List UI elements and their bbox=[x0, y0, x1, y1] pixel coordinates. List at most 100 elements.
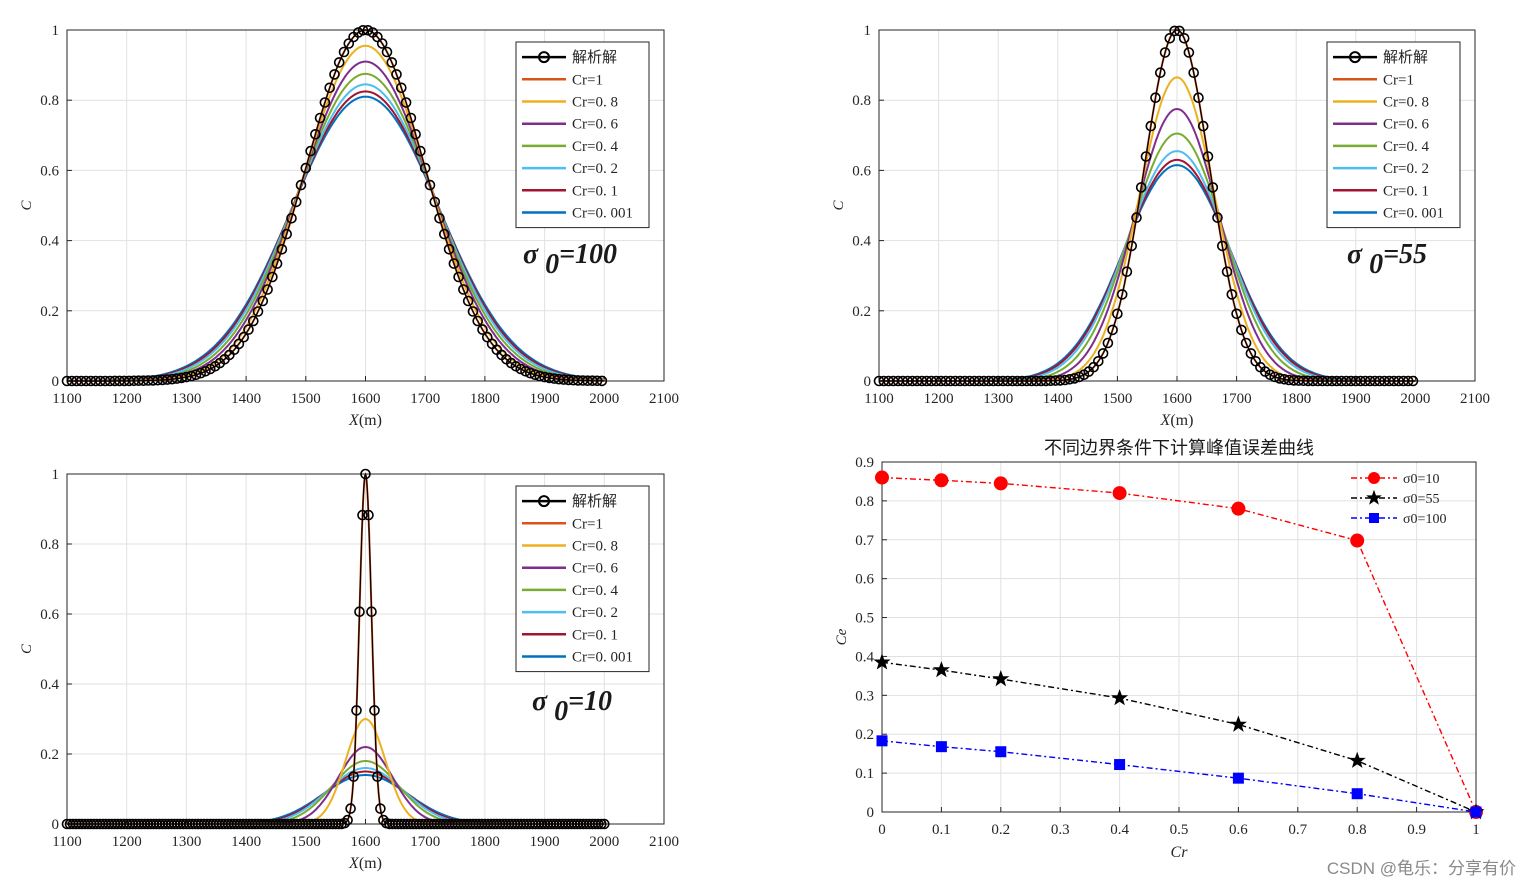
analytic-line bbox=[879, 29, 1416, 382]
x-tick-label: 2100 bbox=[1460, 391, 1490, 407]
sigma-annotation: σ 0=100 bbox=[523, 239, 617, 280]
x-tick-label: 1800 bbox=[1281, 391, 1311, 407]
legend-item: σ0=55 bbox=[1351, 489, 1439, 507]
analytic-point bbox=[1116, 289, 1128, 300]
legend-label: Cr=0. 2 bbox=[572, 161, 618, 177]
analytic-point bbox=[1140, 151, 1152, 162]
analytic-point bbox=[1188, 67, 1199, 78]
analytic-point bbox=[281, 228, 293, 240]
analytic-point bbox=[248, 315, 259, 327]
marker-circle bbox=[993, 476, 1008, 491]
analytic-point bbox=[419, 162, 431, 174]
y-tick-label: 0 bbox=[52, 817, 60, 833]
x-tick-label: 1600 bbox=[351, 391, 381, 407]
y-tick-label: 0 bbox=[864, 374, 872, 390]
analytic-point bbox=[529, 369, 541, 381]
y-tick-label: 0.8 bbox=[40, 537, 59, 553]
series-analytic bbox=[61, 24, 608, 387]
analytic-point bbox=[1135, 182, 1147, 193]
analytic-point bbox=[1245, 348, 1257, 359]
sigma-annotation: σ 0=55 bbox=[1347, 239, 1427, 280]
analytic-point bbox=[310, 129, 321, 140]
x-tick-label: 1100 bbox=[864, 391, 893, 407]
analytic-point bbox=[448, 258, 460, 269]
x-axis-label: X(m) bbox=[348, 855, 382, 872]
y-axis-label: C bbox=[19, 643, 35, 654]
x-tick-label: 1700 bbox=[410, 391, 440, 407]
analytic-point bbox=[395, 82, 407, 94]
marker-circle bbox=[1112, 486, 1127, 501]
legend-label: Cr=0. 2 bbox=[572, 605, 618, 621]
analytic-point bbox=[1169, 25, 1180, 37]
x-axis-label-unit: (m) bbox=[359, 412, 382, 429]
y-tick-label: 0.8 bbox=[40, 93, 59, 109]
legend-label: 解析解 bbox=[1383, 49, 1428, 66]
sigma-value: =55 bbox=[1383, 239, 1427, 270]
x-tick-label: 1200 bbox=[924, 391, 954, 407]
x-tick-label: 0 bbox=[878, 822, 886, 838]
analytic-point bbox=[462, 295, 474, 307]
x-axis-label-var: X bbox=[348, 412, 360, 429]
analytic-point bbox=[598, 818, 610, 830]
legend-label: Cr=0. 001 bbox=[572, 206, 633, 222]
analytic-point bbox=[363, 509, 374, 521]
analytic-point bbox=[376, 38, 388, 49]
legend-item: Cr=0. 8 bbox=[522, 95, 618, 111]
x-tick-label: 0.6 bbox=[1229, 822, 1248, 838]
legend-label: Cr=0. 2 bbox=[1383, 161, 1429, 177]
x-tick-label: 2000 bbox=[1400, 391, 1430, 407]
y-tick-label: 0.8 bbox=[855, 494, 874, 510]
y-tick-label: 0.4 bbox=[40, 234, 59, 250]
marker-circle bbox=[538, 495, 550, 508]
analytic-point bbox=[362, 24, 374, 36]
legend-item: Cr=0. 1 bbox=[1333, 183, 1429, 199]
analytic-point bbox=[329, 69, 340, 80]
analytic-point bbox=[333, 818, 344, 830]
analytic-point bbox=[252, 306, 264, 317]
analytic-point bbox=[381, 46, 393, 58]
sigma-symbol: σ bbox=[1347, 239, 1369, 270]
x-tick-label: 1600 bbox=[1162, 391, 1192, 407]
sigma-value: =10 bbox=[568, 686, 612, 717]
x-tick-label: 0.3 bbox=[1051, 822, 1070, 838]
marker-star bbox=[992, 669, 1010, 687]
analytic-point bbox=[1174, 25, 1185, 37]
y-tick-label: 0.6 bbox=[852, 163, 871, 179]
analytic-point bbox=[300, 162, 312, 174]
analytic-point bbox=[596, 375, 608, 387]
watermark-text: CSDN @龟乐：分享有价 bbox=[1326, 859, 1516, 878]
analytic-point bbox=[477, 324, 488, 335]
marker-circle bbox=[1350, 533, 1365, 548]
y-tick-label: 0.3 bbox=[855, 688, 874, 704]
analytic-point bbox=[1236, 324, 1247, 336]
x-tick-label: 0.4 bbox=[1110, 822, 1129, 838]
analytic-point bbox=[176, 372, 187, 384]
marker-square bbox=[876, 735, 888, 747]
analytic-point bbox=[276, 244, 288, 255]
x-tick-label: 1400 bbox=[231, 834, 261, 850]
legend-label: Cr=0. 6 bbox=[572, 117, 618, 133]
legend-label: Cr=0. 1 bbox=[572, 627, 618, 643]
analytic-point bbox=[342, 814, 353, 826]
legend-item: Cr=1 bbox=[522, 72, 603, 88]
analytic-point bbox=[1150, 92, 1161, 103]
legend-label: Cr=0. 4 bbox=[572, 583, 618, 599]
analytic-point bbox=[181, 371, 192, 383]
legend-item: Cr=0. 6 bbox=[522, 117, 618, 133]
legend-item: σ0=100 bbox=[1351, 512, 1446, 527]
x-tick-label: 1900 bbox=[530, 834, 560, 850]
analytic-point bbox=[290, 196, 302, 208]
analytic-point bbox=[539, 371, 550, 383]
analytic-point bbox=[1217, 240, 1228, 252]
legend-label: Cr=0. 4 bbox=[1383, 139, 1429, 155]
analytic-point bbox=[351, 705, 362, 716]
x-tick-label: 1900 bbox=[1341, 391, 1371, 407]
analytic-point bbox=[1069, 373, 1080, 384]
analytic-point bbox=[1112, 308, 1123, 320]
analytic-point bbox=[190, 369, 202, 381]
gaussian-chart-3: 1100 1200 1300 1400 1500 1600 1700 1800 1900 2000… bbox=[19, 467, 679, 872]
x-tick-label: 0.8 bbox=[1348, 822, 1367, 838]
x-axis-label: Cr bbox=[1171, 844, 1189, 861]
x-axis-label-var: X bbox=[348, 855, 360, 872]
analytic-point bbox=[305, 145, 316, 157]
